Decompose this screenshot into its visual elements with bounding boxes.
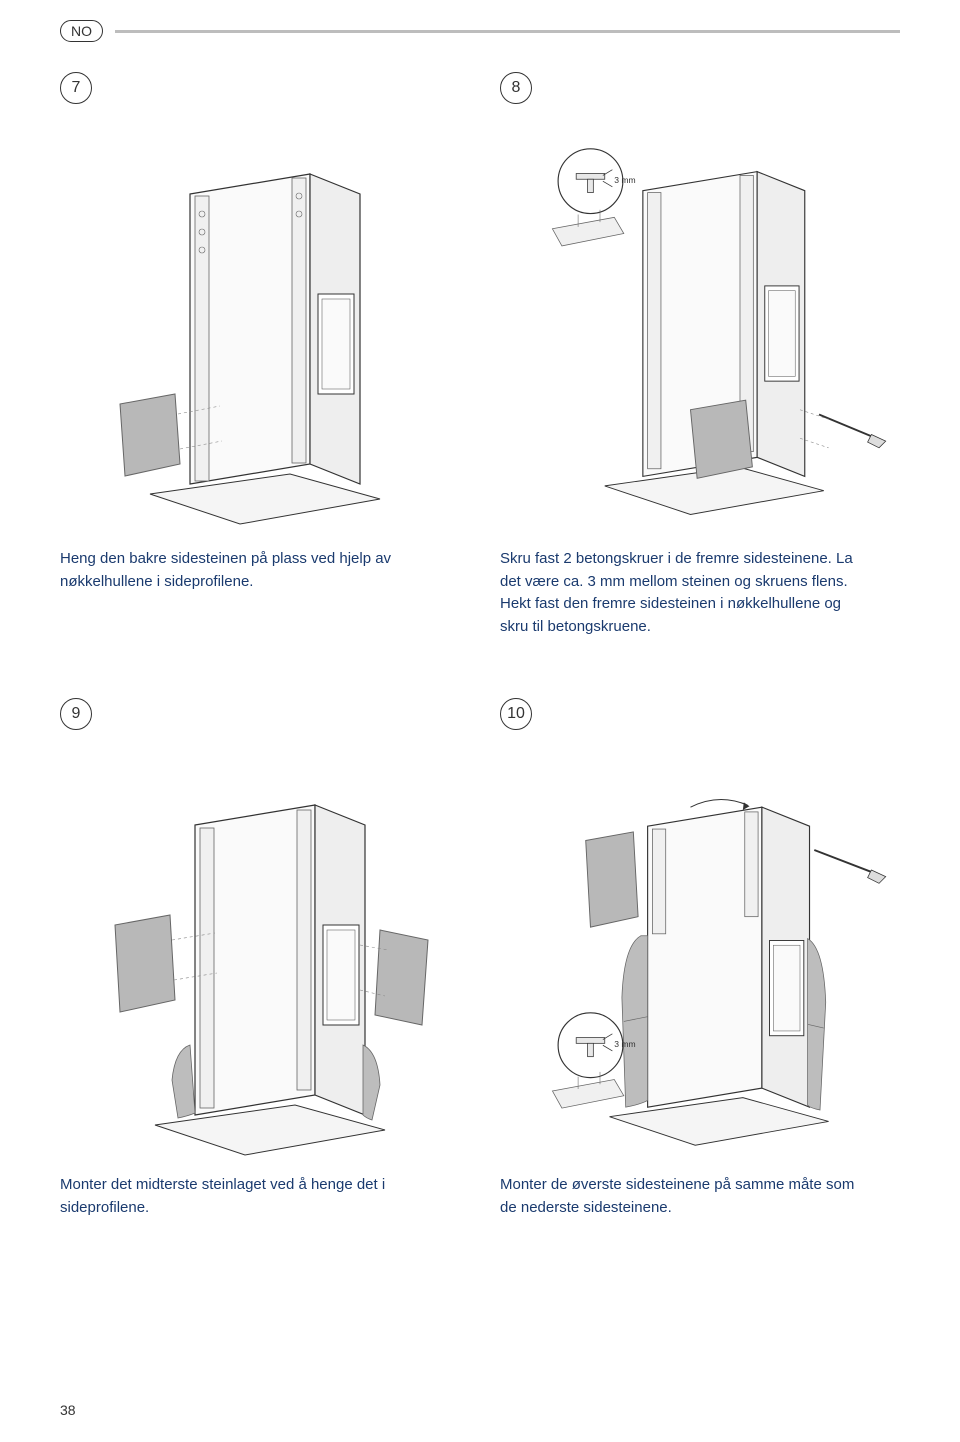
step-10-illustration: 3 mm bbox=[500, 740, 900, 1160]
page-header: NO bbox=[60, 20, 900, 42]
steps-row-2: 9 bbox=[60, 698, 900, 1219]
step-caption: Skru fast 2 betongskruer i de fremre sid… bbox=[500, 548, 860, 638]
stove-assembly-diagram: 3 mm bbox=[500, 750, 900, 1150]
step-number-badge: 8 bbox=[500, 72, 532, 104]
step-9-illustration bbox=[60, 740, 460, 1160]
header-divider bbox=[115, 30, 900, 33]
manual-page: NO 7 bbox=[0, 0, 960, 1442]
step-7: 7 bbox=[60, 72, 460, 638]
steps-row-1: 7 bbox=[60, 72, 900, 638]
step-number-badge: 9 bbox=[60, 698, 92, 730]
step-caption: Monter de øverste sidesteinene på samme … bbox=[500, 1174, 860, 1219]
step-number-badge: 10 bbox=[500, 698, 532, 730]
detail-label: 3 mm bbox=[614, 1039, 635, 1049]
stove-assembly-diagram: 3 mm bbox=[500, 124, 900, 524]
step-7-illustration bbox=[60, 114, 460, 534]
step-number-badge: 7 bbox=[60, 72, 92, 104]
step-9: 9 bbox=[60, 698, 460, 1219]
step-10: 10 bbox=[500, 698, 900, 1219]
step-caption: Monter det midterste steinlaget ved å he… bbox=[60, 1174, 420, 1219]
language-badge: NO bbox=[60, 20, 103, 42]
step-8: 8 bbox=[500, 72, 900, 638]
step-8-illustration: 3 mm bbox=[500, 114, 900, 534]
stove-assembly-diagram bbox=[60, 740, 460, 1160]
step-caption: Heng den bakre sidesteinen på plass ved … bbox=[60, 548, 420, 593]
stove-assembly-diagram bbox=[60, 114, 460, 534]
detail-label: 3 mm bbox=[614, 175, 635, 185]
page-number: 38 bbox=[60, 1402, 76, 1418]
